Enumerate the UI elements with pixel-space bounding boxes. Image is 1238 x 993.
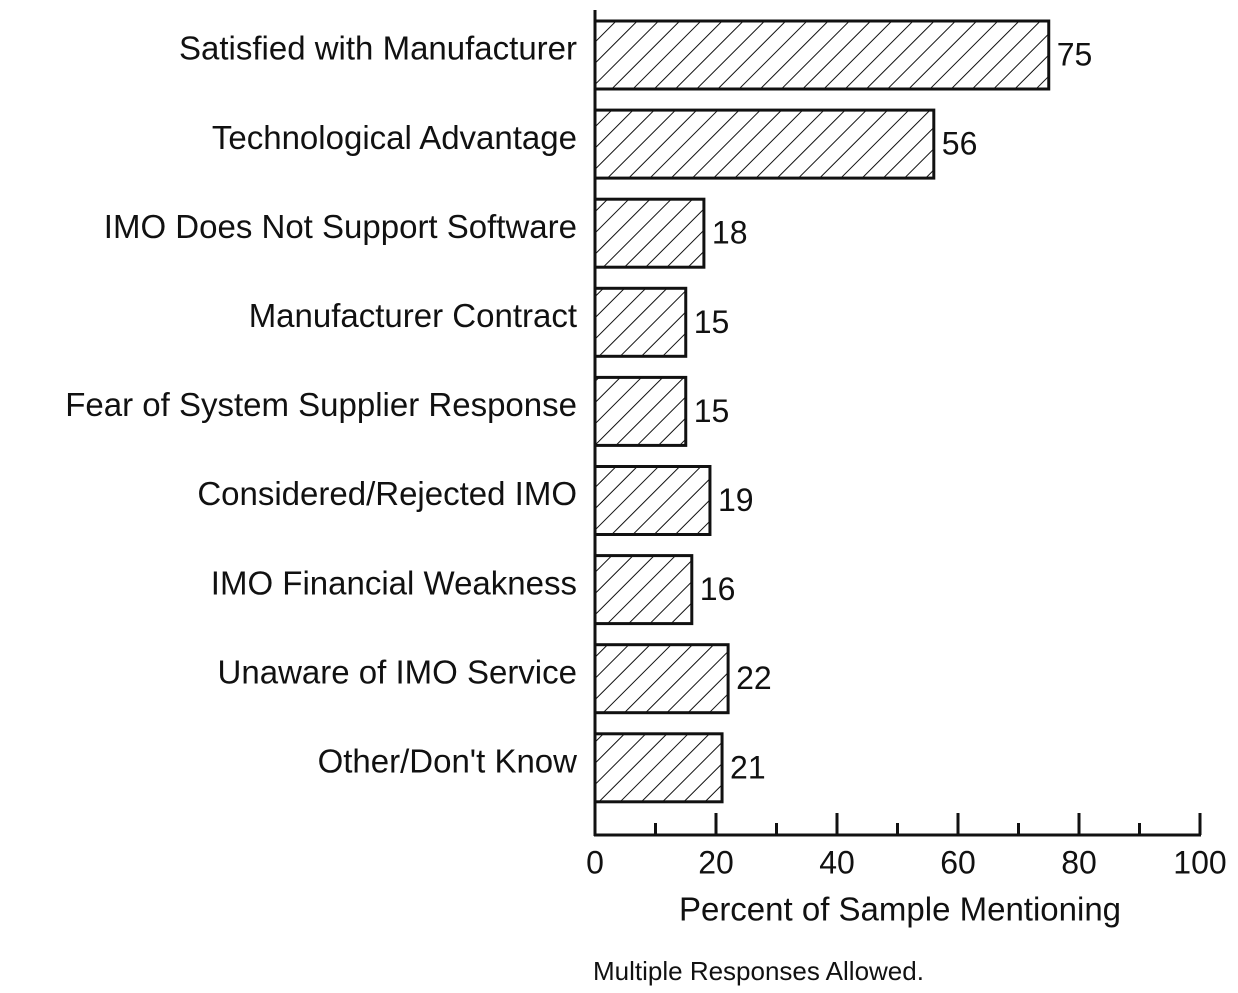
- value-label: 16: [700, 571, 736, 607]
- x-axis-label: Percent of Sample Mentioning: [679, 891, 1121, 928]
- bar: [593, 108, 936, 180]
- value-label: 15: [694, 304, 730, 340]
- value-label: 75: [1057, 36, 1093, 72]
- bar: [593, 732, 724, 804]
- bar: [593, 197, 706, 269]
- category-label: Fear of System Supplier Response: [65, 386, 577, 423]
- bar: [593, 19, 1051, 91]
- x-tick-label: 40: [819, 844, 855, 880]
- value-label: 21: [730, 749, 766, 785]
- x-tick-label: 80: [1061, 844, 1097, 880]
- note: Multiple Responses Allowed.: [593, 956, 924, 986]
- value-label: 18: [712, 215, 748, 251]
- x-tick-label: 60: [940, 844, 976, 880]
- value-label: 15: [694, 393, 730, 429]
- value-label: 22: [736, 660, 772, 696]
- category-label: Manufacturer Contract: [249, 297, 577, 334]
- category-label: Technological Advantage: [212, 119, 577, 156]
- value-label: 19: [718, 482, 754, 518]
- x-tick-label: 0: [586, 844, 604, 880]
- value-label: 56: [942, 126, 978, 162]
- bar: [593, 643, 730, 715]
- category-label: Other/Don't Know: [318, 743, 578, 780]
- bar: [593, 375, 688, 447]
- category-label: Considered/Rejected IMO: [197, 475, 577, 512]
- x-tick-label: 20: [698, 844, 734, 880]
- bar: [593, 554, 694, 626]
- x-tick-label: 100: [1173, 844, 1226, 880]
- category-label: Unaware of IMO Service: [218, 653, 577, 690]
- category-label: Satisfied with Manufacturer: [179, 30, 577, 67]
- category-label: IMO Does Not Support Software: [104, 208, 577, 245]
- bar: [593, 286, 688, 358]
- category-label: IMO Financial Weakness: [211, 564, 577, 601]
- bar: [593, 465, 712, 536]
